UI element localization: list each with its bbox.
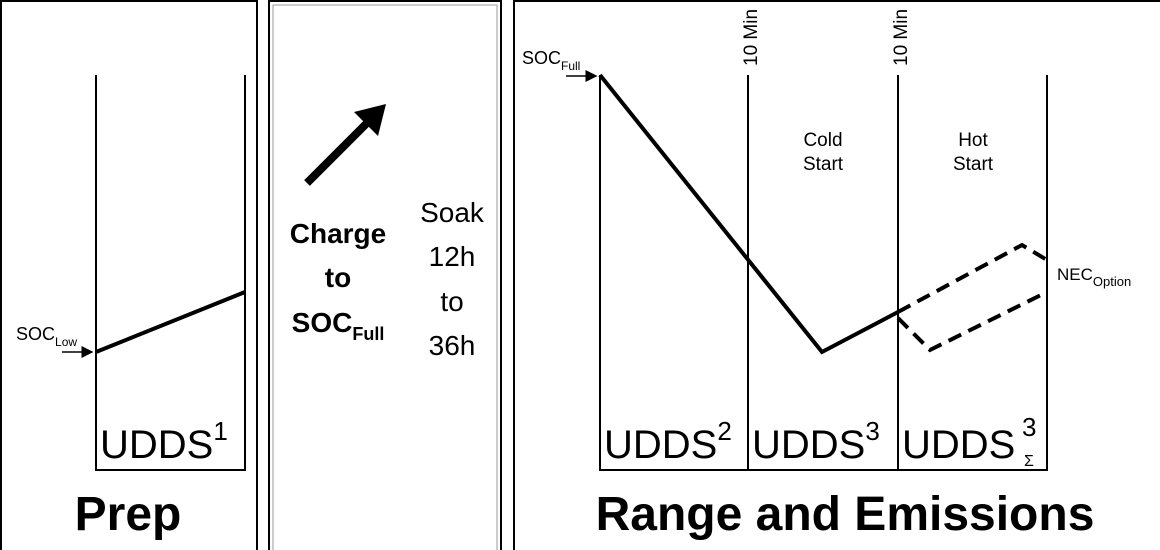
phase-label: Start (803, 154, 844, 175)
charge-arrow-head (354, 104, 386, 136)
phase-label: Hot (958, 130, 988, 151)
nec-option-lower (896, 290, 1048, 353)
soak-label: 36h (429, 330, 476, 361)
soc-line (95, 290, 246, 354)
phase-label: Start (953, 154, 994, 175)
soak-label: to (440, 286, 463, 317)
charge-arrow-shaft (304, 115, 375, 186)
soc-line (598, 73, 899, 355)
nec-option-upper (897, 242, 1049, 314)
cycle-label: UDDS2 (604, 416, 732, 467)
panel-title: Range and Emissions (596, 488, 1095, 541)
soc-low-label: SOCLow (16, 324, 77, 349)
charge-soc-label: SOCFull (292, 307, 385, 344)
nec-option-label: NECOption (1057, 265, 1131, 289)
cycle-frame (599, 75, 1048, 471)
soak-label: 12h (429, 241, 476, 272)
charge-label: to (325, 262, 351, 293)
marker-label: 10 Min (891, 9, 912, 66)
soc-full-label: SOCFull (522, 48, 580, 73)
panel-border (0, 0, 258, 550)
panel-border (268, 0, 502, 550)
marker-label: 10 Min (741, 9, 762, 66)
cycle-label: UDDS3 (752, 416, 880, 467)
phase-label: Cold (803, 130, 842, 151)
cycle-sup: 3 (1022, 412, 1036, 442)
cycle-sub: Σ (1024, 453, 1034, 470)
cycle-label: UDDS (902, 423, 1015, 467)
cycle-label: UDDS1 (100, 416, 228, 467)
panel-inner-border (272, 4, 498, 550)
soak-label: Soak (420, 197, 485, 228)
panel-title: Prep (75, 488, 182, 541)
cycle-frame (95, 75, 246, 471)
charge-label: Charge (290, 218, 386, 249)
panel-border (513, 0, 1160, 550)
